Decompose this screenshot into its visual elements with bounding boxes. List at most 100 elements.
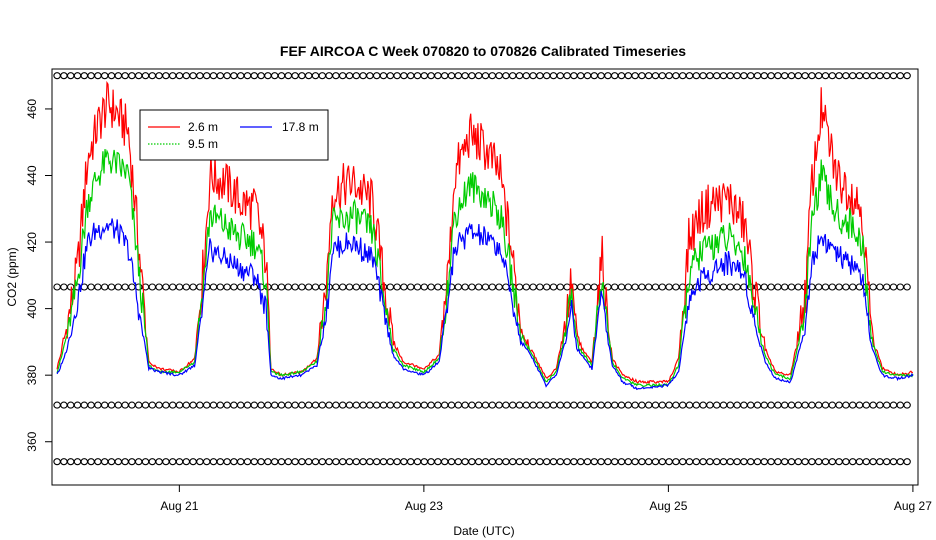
marker-circle: [665, 401, 673, 409]
marker-circle: [862, 72, 871, 80]
marker-circle: [706, 72, 714, 80]
marker-circle: [699, 458, 707, 466]
marker-circle: [896, 283, 905, 291]
marker-circle: [121, 283, 129, 291]
marker-circle: [610, 401, 619, 409]
marker-circle: [338, 458, 347, 466]
marker-circle: [338, 401, 347, 409]
marker-circle: [712, 283, 721, 291]
marker-circle: [733, 72, 741, 80]
marker-circle: [216, 283, 225, 291]
marker-circle: [733, 458, 741, 466]
marker-circle: [379, 401, 388, 409]
marker-circle: [855, 283, 864, 291]
x-tick-label: Aug 21: [160, 499, 198, 513]
marker-circle: [114, 401, 123, 409]
marker-circle: [767, 458, 775, 466]
marker-circle: [128, 72, 136, 80]
marker-circle: [454, 401, 463, 409]
marker-circle: [366, 401, 374, 409]
x-tick-label: Aug 23: [405, 499, 443, 513]
marker-circle: [379, 72, 388, 80]
marker-circle: [406, 72, 415, 80]
marker-circle: [590, 401, 599, 409]
legend: 2.6 m 9.5 m 17.8 m: [139, 109, 329, 161]
x-axis: Aug 21 Aug 23 Aug 25 Aug 27: [160, 484, 932, 513]
marker-circle: [393, 72, 401, 80]
marker-circle: [570, 401, 578, 409]
marker-circle: [277, 283, 286, 291]
marker-circle: [393, 401, 401, 409]
marker-circle: [624, 283, 633, 291]
marker-circle: [60, 401, 68, 409]
marker-circle: [746, 458, 755, 466]
marker-circle: [243, 283, 252, 291]
marker-circle: [121, 401, 129, 409]
marker-circle: [583, 283, 592, 291]
marker-circle: [706, 458, 714, 466]
marker-circle: [651, 458, 660, 466]
marker-circle: [277, 458, 286, 466]
marker-circle: [522, 72, 531, 80]
marker-circle: [73, 458, 82, 466]
marker-circle: [100, 283, 109, 291]
marker-circle: [658, 283, 667, 291]
marker-circle: [869, 72, 877, 80]
marker-circle: [175, 401, 184, 409]
marker-circle: [842, 283, 850, 291]
marker-circle: [366, 283, 374, 291]
marker-circle: [223, 283, 231, 291]
marker-circle: [257, 458, 265, 466]
marker-circle: [896, 458, 905, 466]
marker-circle: [53, 283, 61, 291]
marker-circle: [617, 401, 626, 409]
marker-circle: [434, 458, 442, 466]
marker-circle: [209, 401, 218, 409]
marker-circle: [651, 401, 660, 409]
marker-circle: [848, 72, 857, 80]
marker-circle: [692, 458, 701, 466]
marker-circle: [624, 72, 633, 80]
marker-circle: [400, 72, 408, 80]
marker-circle: [393, 283, 401, 291]
marker-circle: [155, 72, 163, 80]
marker-circle: [638, 401, 646, 409]
marker-circle: [264, 458, 272, 466]
marker-circle: [563, 458, 571, 466]
marker-circle: [338, 283, 347, 291]
marker-circle: [250, 401, 259, 409]
marker-circle: [230, 283, 238, 291]
marker-circle: [719, 401, 728, 409]
marker-circle: [828, 283, 837, 291]
marker-circle: [481, 458, 490, 466]
marker-circle: [182, 458, 191, 466]
marker-circle: [515, 458, 524, 466]
marker-circle: [189, 401, 197, 409]
marker-circle: [447, 401, 456, 409]
marker-circle: [563, 283, 571, 291]
marker-circle: [406, 401, 415, 409]
marker-circle: [835, 72, 843, 80]
marker-circle: [488, 458, 497, 466]
marker-circle: [678, 458, 687, 466]
marker-circle: [597, 458, 605, 466]
marker-circle: [889, 72, 898, 80]
marker-circle: [801, 72, 809, 80]
marker-circle: [835, 283, 843, 291]
marker-circle: [345, 401, 354, 409]
marker-circle: [189, 458, 197, 466]
marker-circle: [508, 401, 517, 409]
marker-circle: [277, 72, 286, 80]
marker-circle: [304, 458, 313, 466]
marker-circle: [814, 401, 823, 409]
marker-circle: [338, 72, 347, 80]
marker-circle: [522, 283, 531, 291]
marker-circle: [753, 72, 762, 80]
marker-circle: [740, 458, 748, 466]
marker-circle: [223, 72, 231, 80]
marker-circle: [236, 401, 245, 409]
marker-circle: [672, 401, 680, 409]
marker-circle: [821, 401, 830, 409]
legend-label: 2.6 m: [188, 120, 218, 134]
